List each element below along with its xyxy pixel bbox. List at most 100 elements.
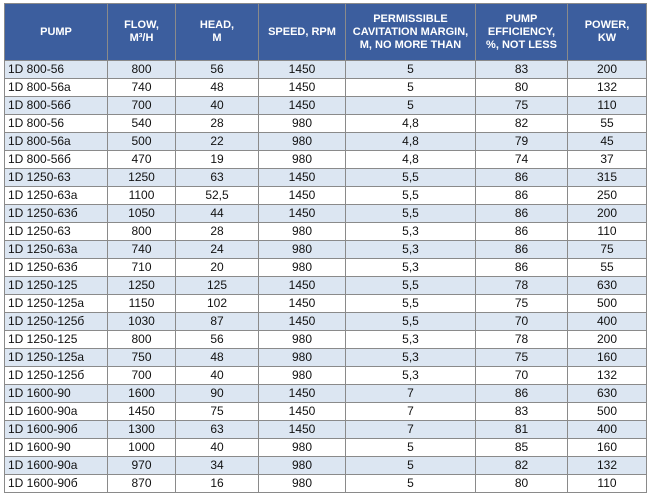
table-cell: 970 bbox=[107, 456, 176, 475]
table-cell: 1D 800-56a bbox=[4, 78, 108, 97]
table-cell: 315 bbox=[567, 168, 647, 187]
table-cell: 24 bbox=[175, 240, 259, 259]
table-cell: 1D 1250-125a bbox=[4, 348, 108, 367]
table-cell: 1450 bbox=[258, 294, 346, 313]
table-cell: 980 bbox=[258, 132, 346, 151]
table-cell: 86 bbox=[475, 168, 568, 187]
table-cell: 1450 bbox=[258, 384, 346, 403]
table-cell: 1D 1250-63 bbox=[4, 168, 108, 187]
table-cell: 980 bbox=[258, 348, 346, 367]
table-cell: 110 bbox=[567, 96, 647, 115]
table-cell: 1450 bbox=[258, 186, 346, 205]
table-cell: 800 bbox=[107, 60, 176, 79]
table-cell: 48 bbox=[175, 348, 259, 367]
table-row: 1D 1250-63 800 28 980 5,3 86 110 bbox=[4, 222, 647, 241]
table-cell: 980 bbox=[258, 456, 346, 475]
table-cell: 980 bbox=[258, 438, 346, 457]
table-cell: 45 bbox=[567, 132, 647, 151]
table-cell: 1D 1250-63a bbox=[4, 186, 108, 205]
table-cell: 5,3 bbox=[345, 330, 476, 349]
table-cell: 7 bbox=[345, 402, 476, 421]
table-cell: 82 bbox=[475, 456, 568, 475]
table-cell: 5 bbox=[345, 60, 476, 79]
table-cell: 5 bbox=[345, 78, 476, 97]
table-row: 1D 800-56 540 28 980 4,8 82 55 bbox=[4, 114, 647, 133]
table-cell: 1D 1250-63 bbox=[4, 222, 108, 241]
table-cell: 980 bbox=[258, 474, 346, 493]
table-cell: 4,8 bbox=[345, 132, 476, 151]
table-cell: 1D 1250-63б bbox=[4, 204, 108, 223]
table-row: 1D 1600-90a 1450 75 1450 7 83 500 bbox=[4, 402, 647, 421]
table-cell: 5,3 bbox=[345, 240, 476, 259]
table-cell: 1D 1250-125a bbox=[4, 294, 108, 313]
table-cell: 1D 1250-125б bbox=[4, 312, 108, 331]
table-cell: 22 bbox=[175, 132, 259, 151]
table-cell: 4,8 bbox=[345, 114, 476, 133]
table-cell: 1D 1250-63б bbox=[4, 258, 108, 277]
table-cell: 75 bbox=[475, 348, 568, 367]
table-cell: 83 bbox=[475, 60, 568, 79]
header-cell: PUMP EFFICIENCY, %, NOT LESS bbox=[475, 3, 568, 61]
table-body: 1D 800-56 800 56 1450 5 83 200 1D 800-56a 740 48 1… bbox=[4, 60, 647, 493]
header-cell: FLOW, M³/H bbox=[107, 3, 176, 61]
table-cell: 56 bbox=[175, 330, 259, 349]
table-cell: 250 bbox=[567, 186, 647, 205]
table-cell: 980 bbox=[258, 366, 346, 385]
table-cell: 1450 bbox=[258, 312, 346, 331]
table-cell: 132 bbox=[567, 78, 647, 97]
table-row: 1D 1600-90a 970 34 980 5 82 132 bbox=[4, 456, 647, 475]
header-cell: POWER, KW bbox=[567, 3, 647, 61]
header-cell: SPEED, RPM bbox=[258, 3, 346, 61]
table-cell: 470 bbox=[107, 150, 176, 169]
table-cell: 40 bbox=[175, 438, 259, 457]
pump-table: PUMP FLOW, M³/H HEAD, M SPEED, RPM PERMISSIB… bbox=[4, 3, 647, 493]
table-cell: 400 bbox=[567, 420, 647, 439]
table-cell: 16 bbox=[175, 474, 259, 493]
table-cell: 980 bbox=[258, 240, 346, 259]
table-cell: 1450 bbox=[258, 168, 346, 187]
table-cell: 1450 bbox=[258, 204, 346, 223]
table-cell: 1450 bbox=[107, 402, 176, 421]
table-cell: 1000 bbox=[107, 438, 176, 457]
table-cell: 1D 800-56 bbox=[4, 60, 108, 79]
table-cell: 63 bbox=[175, 168, 259, 187]
table-row: 1D 1600-90 1000 40 980 5 85 160 bbox=[4, 438, 647, 457]
table-cell: 630 bbox=[567, 384, 647, 403]
table-cell: 1450 bbox=[258, 60, 346, 79]
table-cell: 1D 1250-63a bbox=[4, 240, 108, 259]
table-row: 1D 1250-125б 700 40 980 5,3 70 132 bbox=[4, 366, 647, 385]
table-cell: 19 bbox=[175, 150, 259, 169]
table-cell: 1D 800-56б bbox=[4, 150, 108, 169]
table-cell: 132 bbox=[567, 456, 647, 475]
table-cell: 1D 1600-90a bbox=[4, 402, 108, 421]
table-cell: 1450 bbox=[258, 402, 346, 421]
table-row: 1D 1250-63a 740 24 980 5,3 86 75 bbox=[4, 240, 647, 259]
table-row: 1D 800-56a 740 48 1450 5 80 132 bbox=[4, 78, 647, 97]
table-cell: 540 bbox=[107, 114, 176, 133]
table-cell: 75 bbox=[567, 240, 647, 259]
header-cell: PERMISSIBLE CAVITATION MARGIN, M, NO MOR… bbox=[345, 3, 476, 61]
table-cell: 102 bbox=[175, 294, 259, 313]
header-cell: HEAD, M bbox=[175, 3, 259, 61]
table-cell: 37 bbox=[567, 150, 647, 169]
table-cell: 400 bbox=[567, 312, 647, 331]
table-cell: 5 bbox=[345, 456, 476, 475]
table-cell: 44 bbox=[175, 204, 259, 223]
table-cell: 86 bbox=[475, 186, 568, 205]
table-cell: 1450 bbox=[258, 420, 346, 439]
table-cell: 56 bbox=[175, 60, 259, 79]
table-row: 1D 1250-125 1250 125 1450 5,5 78 630 bbox=[4, 276, 647, 295]
table-cell: 160 bbox=[567, 438, 647, 457]
table-cell: 75 bbox=[175, 402, 259, 421]
table-row: 1D 1250-125a 1150 102 1450 5,5 75 500 bbox=[4, 294, 647, 313]
table-cell: 70 bbox=[475, 366, 568, 385]
table-cell: 630 bbox=[567, 276, 647, 295]
table-cell: 5 bbox=[345, 474, 476, 493]
table-cell: 80 bbox=[475, 474, 568, 493]
table-cell: 5,3 bbox=[345, 366, 476, 385]
table-row: 1D 1250-125 800 56 980 5,3 78 200 bbox=[4, 330, 647, 349]
table-cell: 110 bbox=[567, 474, 647, 493]
table-cell: 5 bbox=[345, 438, 476, 457]
table-cell: 700 bbox=[107, 366, 176, 385]
